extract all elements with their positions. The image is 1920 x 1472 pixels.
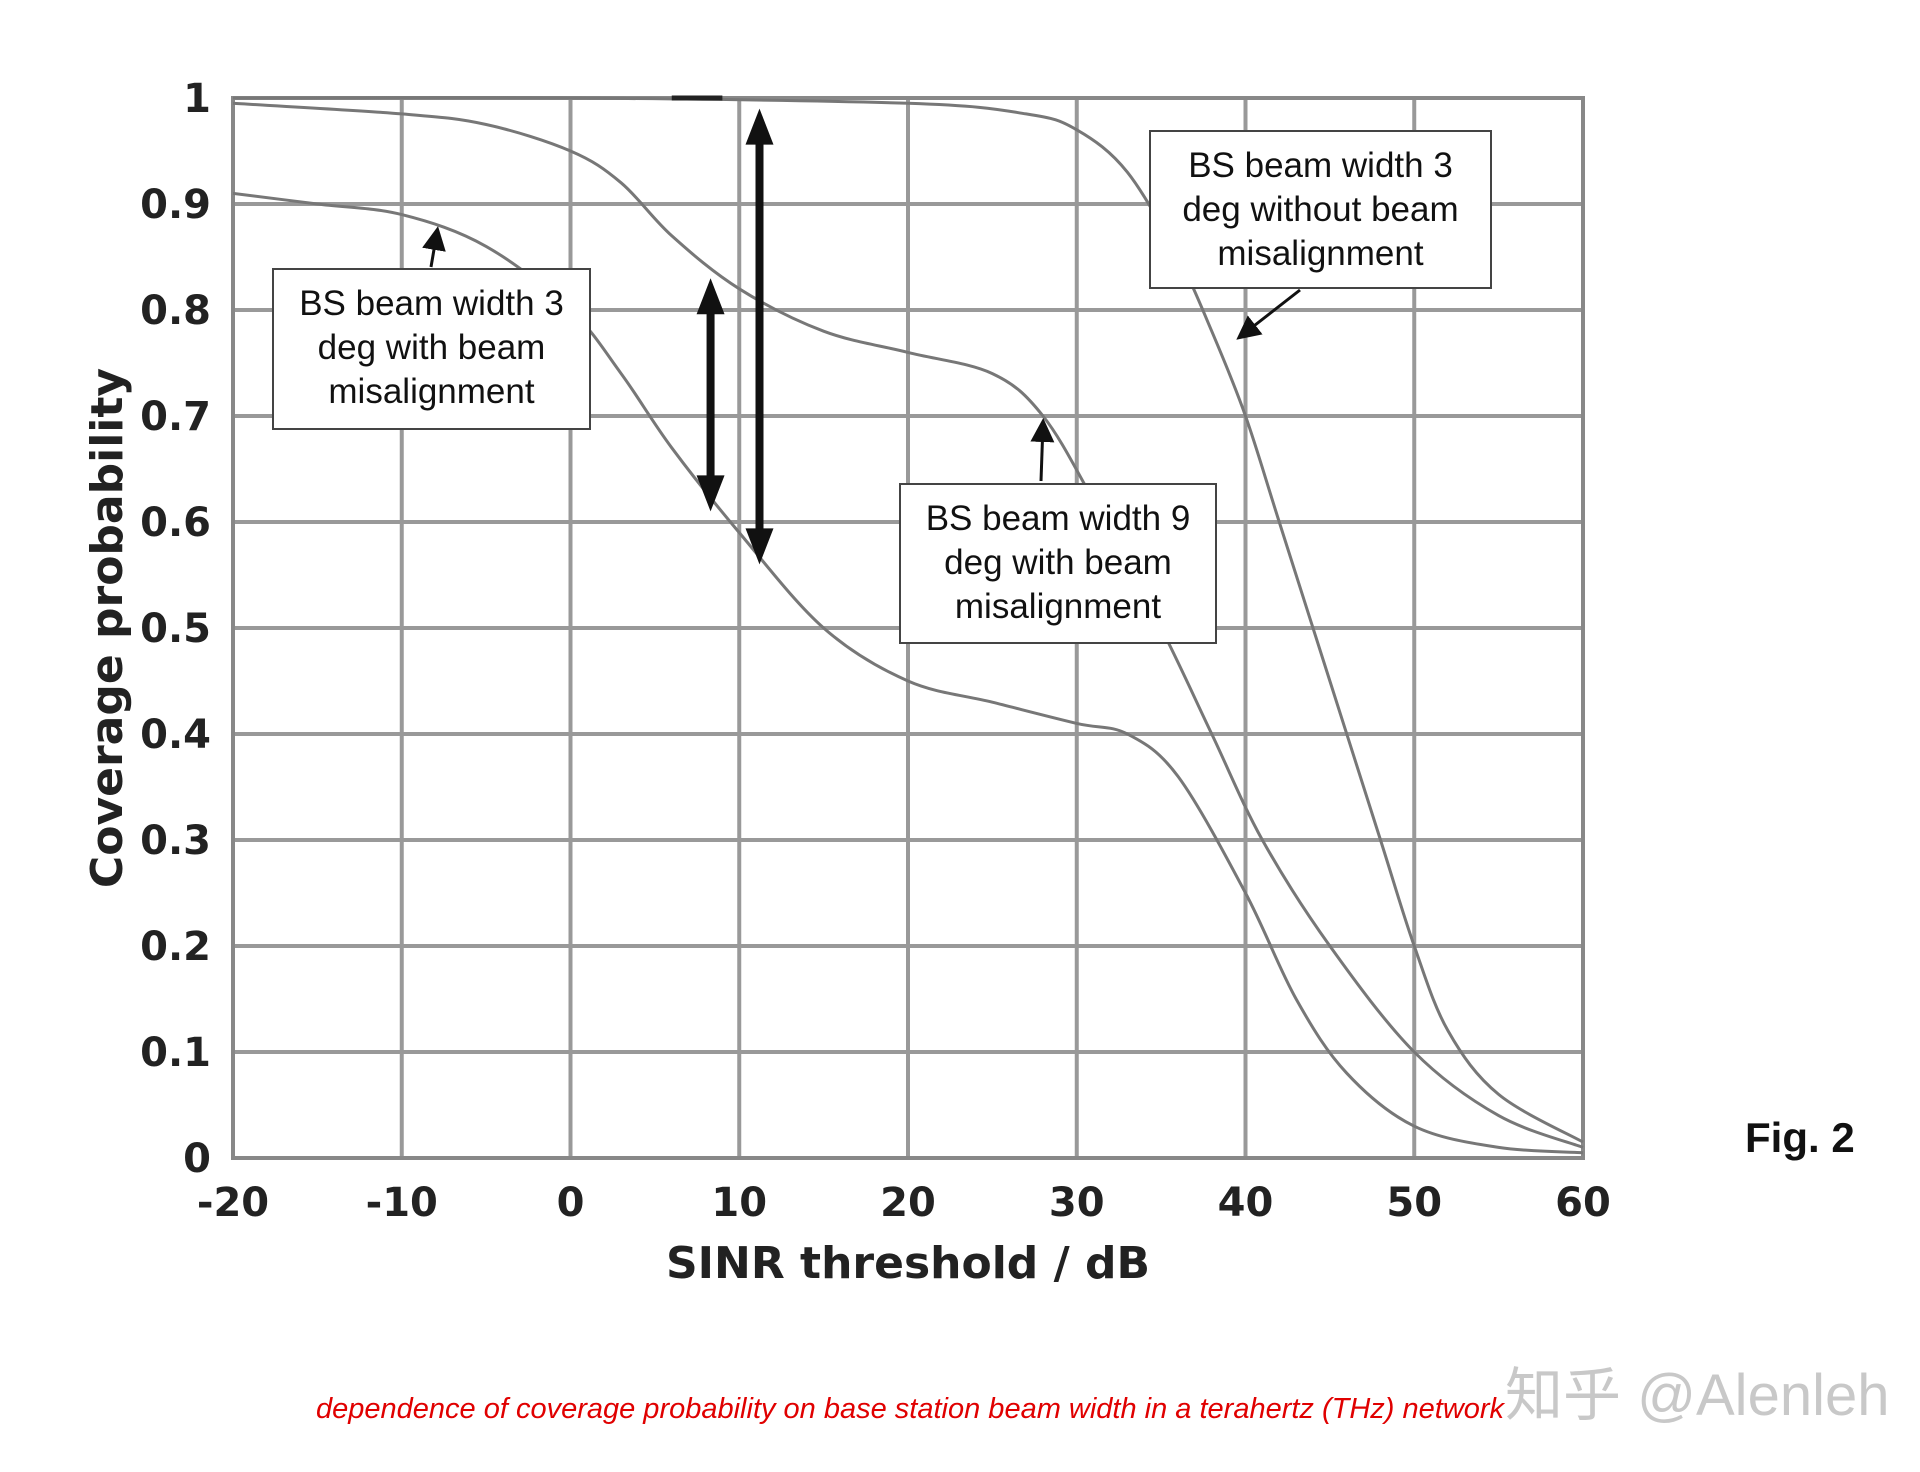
double-arrows (696, 108, 774, 565)
y-tick-label: 0.4 (140, 712, 211, 758)
x-tick-label: -10 (366, 1180, 438, 1226)
y-tick-label: 0.9 (140, 182, 211, 228)
y-tick-label: 0 (183, 1136, 211, 1182)
x-tick-label: 30 (1049, 1180, 1105, 1226)
annotation-arrow (422, 226, 446, 268)
series-line-3 (232, 96, 1584, 1144)
series-line-1 (232, 191, 1584, 1155)
x-tick-label: 0 (557, 1180, 585, 1226)
y-tick-label: 0.8 (140, 288, 211, 334)
x-tick-label: 20 (880, 1180, 936, 1226)
y-tick-labels: 0 0.1 0.2 0.3 0.4 0.5 0.6 0.7 0.8 0.9 1 (140, 76, 211, 1182)
arrow-head-up (745, 108, 774, 145)
y-tick-label: 0.6 (140, 500, 211, 546)
arrow-head-down (745, 528, 774, 565)
x-tick-label: 60 (1555, 1180, 1611, 1226)
grid (231, 96, 1585, 1160)
x-tick-label: 10 (711, 1180, 767, 1226)
annotation-text: BS beam width 3 (1188, 146, 1453, 185)
annotation-arrow (1236, 288, 1301, 340)
x-tick-label: 50 (1386, 1180, 1442, 1226)
arrow-head-up (696, 278, 725, 315)
y-tick-label: 0.2 (140, 924, 211, 970)
series-line-2 (232, 101, 1584, 1149)
annotation-text: deg with beam (944, 543, 1172, 582)
arrow-head-down (696, 475, 725, 512)
annotation-box (272, 268, 591, 430)
annotation-box (899, 483, 1217, 644)
caption: dependence of coverage probability on ba… (316, 1393, 1506, 1425)
y-tick-label: 0.7 (140, 394, 211, 440)
x-tick-label: 40 (1218, 1180, 1274, 1226)
annotation-text: misalignment (955, 587, 1161, 626)
watermark: 知乎 @Alenleh (1505, 1363, 1889, 1428)
annotation-arrow (1030, 418, 1055, 482)
y-tick-label: 1 (183, 76, 211, 122)
y-axis-label: Coverage probability (82, 368, 133, 888)
annotations: BS beam width 3 deg with beam misalignment… (272, 130, 1492, 644)
annotation-text: misalignment (1217, 234, 1423, 273)
annotation-text: deg without beam (1182, 190, 1458, 229)
series-lines (232, 95, 1584, 1155)
annotation-text: BS beam width 3 (299, 284, 564, 323)
y-tick-label: 0.5 (140, 606, 211, 652)
figure-label: Fig. 2 (1745, 1114, 1855, 1161)
annotation-text: BS beam width 9 (926, 499, 1191, 538)
y-tick-label: 0.3 (140, 818, 211, 864)
x-axis-label: SINR threshold / dB (666, 1238, 1150, 1289)
y-tick-label: 0.1 (140, 1030, 211, 1076)
x-tick-labels: -20 -10 0 10 20 30 40 50 60 (197, 1180, 1611, 1226)
plot-frame (231, 96, 1585, 1160)
annotation-box (1149, 130, 1492, 289)
annotation-text: deg with beam (318, 328, 546, 367)
x-tick-label: -20 (197, 1180, 269, 1226)
annotation-text: misalignment (328, 372, 534, 411)
